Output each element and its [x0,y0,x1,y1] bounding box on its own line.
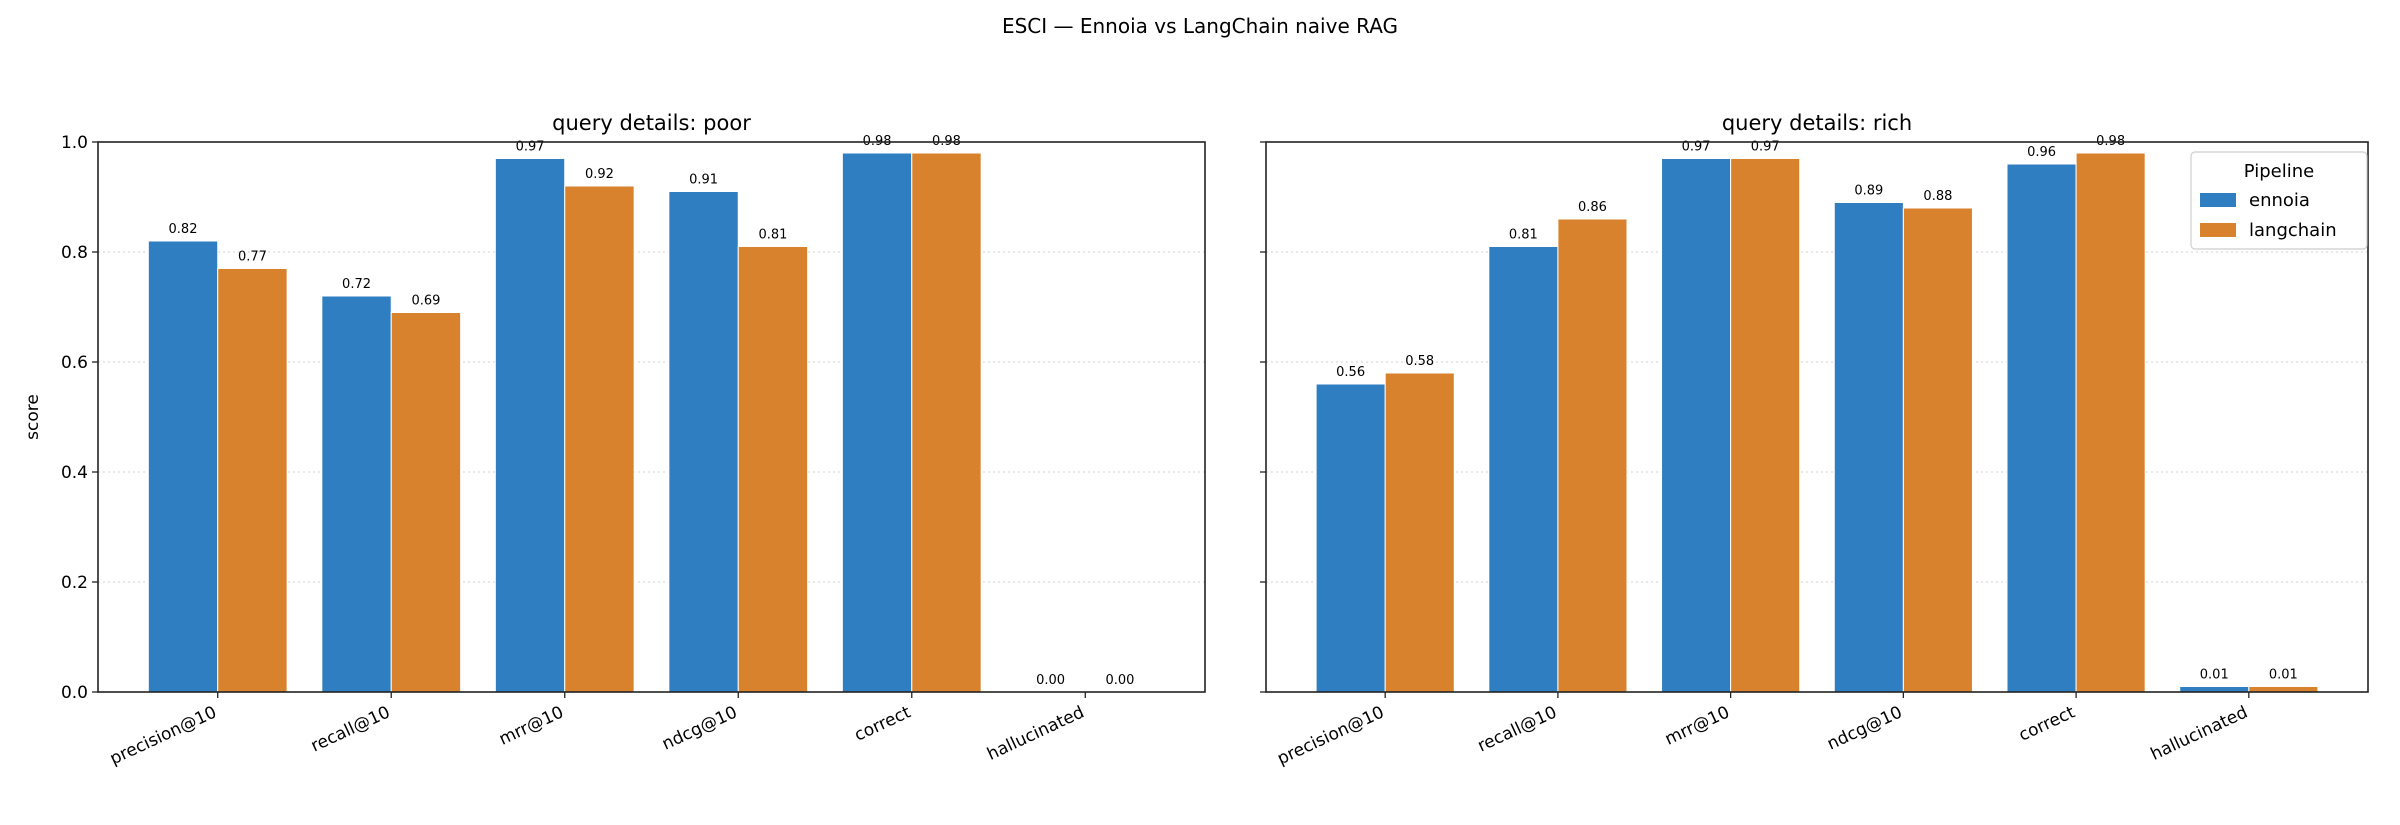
y-tick-label: 0.8 [61,243,88,263]
data-label: 0.97 [1751,140,1780,155]
x-tick-label: hallucinated [984,702,1087,764]
bar-langchain [1902,207,1973,693]
y-tick-label: 0.6 [61,353,88,373]
data-label: 0.81 [1509,228,1538,243]
legend-label: langchain [2249,220,2337,241]
bar-ennoia [1315,383,1386,693]
bar-ennoia [1833,202,1904,693]
legend-label: ennoia [2249,190,2310,211]
data-label: 0.81 [758,228,787,243]
x-tick-label: hallucinated [2148,702,2251,764]
data-label: 0.97 [516,140,545,155]
bar-langchain [1384,372,1455,693]
bar-langchain [737,246,809,693]
data-label: 0.56 [1336,365,1365,380]
x-tick-label: recall@10 [1475,702,1560,756]
data-label: 0.91 [689,173,718,188]
data-label: 0.96 [2027,145,2056,160]
x-tick-label: correct [851,702,914,745]
bar-ennoia [2179,686,2250,693]
bar-langchain [2075,152,2146,693]
bar-ennoia [2006,163,2077,693]
y-axis-label: score [23,394,43,440]
x-tick-label: precision@10 [1274,702,1387,769]
data-label: 0.92 [585,167,614,182]
x-tick-label: mrr@10 [1662,702,1733,749]
x-tick-label: recall@10 [308,702,393,756]
axes-frame [97,141,1206,693]
suptitle: ESCI — Ennoia vs LangChain naive RAG [1002,14,1398,38]
bar-langchain [1730,158,1801,693]
x-tick-label: precision@10 [107,702,220,769]
data-label: 0.82 [169,222,198,237]
data-label: 0.72 [342,277,371,292]
data-label: 0.89 [1854,184,1883,199]
bar-ennoia [147,240,219,693]
data-label: 0.01 [2269,668,2298,683]
data-label: 0.00 [1036,673,1065,688]
legend-swatch-langchain [2200,223,2236,237]
bar-ennoia [494,158,566,693]
bar-langchain [390,312,462,693]
data-label: 0.86 [1578,200,1607,215]
bar-ennoia [841,152,913,693]
bar-ennoia [1488,246,1559,693]
panel-title: query details: poor [552,111,751,135]
y-tick-label: 1.0 [61,133,88,153]
bar-ennoia [1661,158,1732,693]
y-tick-label: 0.4 [61,463,88,483]
data-label: 0.88 [1923,189,1952,204]
bar-langchain [2248,686,2319,693]
x-tick-label: mrr@10 [496,702,567,749]
panel-title: query details: rich [1722,111,1912,135]
bar-langchain [911,152,982,693]
x-tick-label: ndcg@10 [1824,702,1905,754]
bar-ennoia [668,191,739,693]
y-tick-label: 0.0 [61,683,88,703]
bar-langchain [1557,218,1628,693]
axes-frame [1265,141,2369,693]
bar-ennoia [321,295,392,693]
x-tick-label: correct [2016,702,2079,745]
bar-langchain [217,268,288,693]
data-label: 0.97 [1682,140,1711,155]
x-tick-label: ndcg@10 [659,702,740,754]
y-tick-label: 0.2 [61,573,88,593]
data-label: 0.77 [238,250,267,265]
legend-title: Pipeline [2244,161,2314,182]
legend-swatch-ennoia [2200,193,2236,207]
data-label: 0.58 [1405,354,1434,369]
data-label: 0.00 [1106,673,1135,688]
data-label: 0.01 [2200,668,2229,683]
data-label: 0.69 [411,294,440,309]
bar-langchain [564,185,635,693]
